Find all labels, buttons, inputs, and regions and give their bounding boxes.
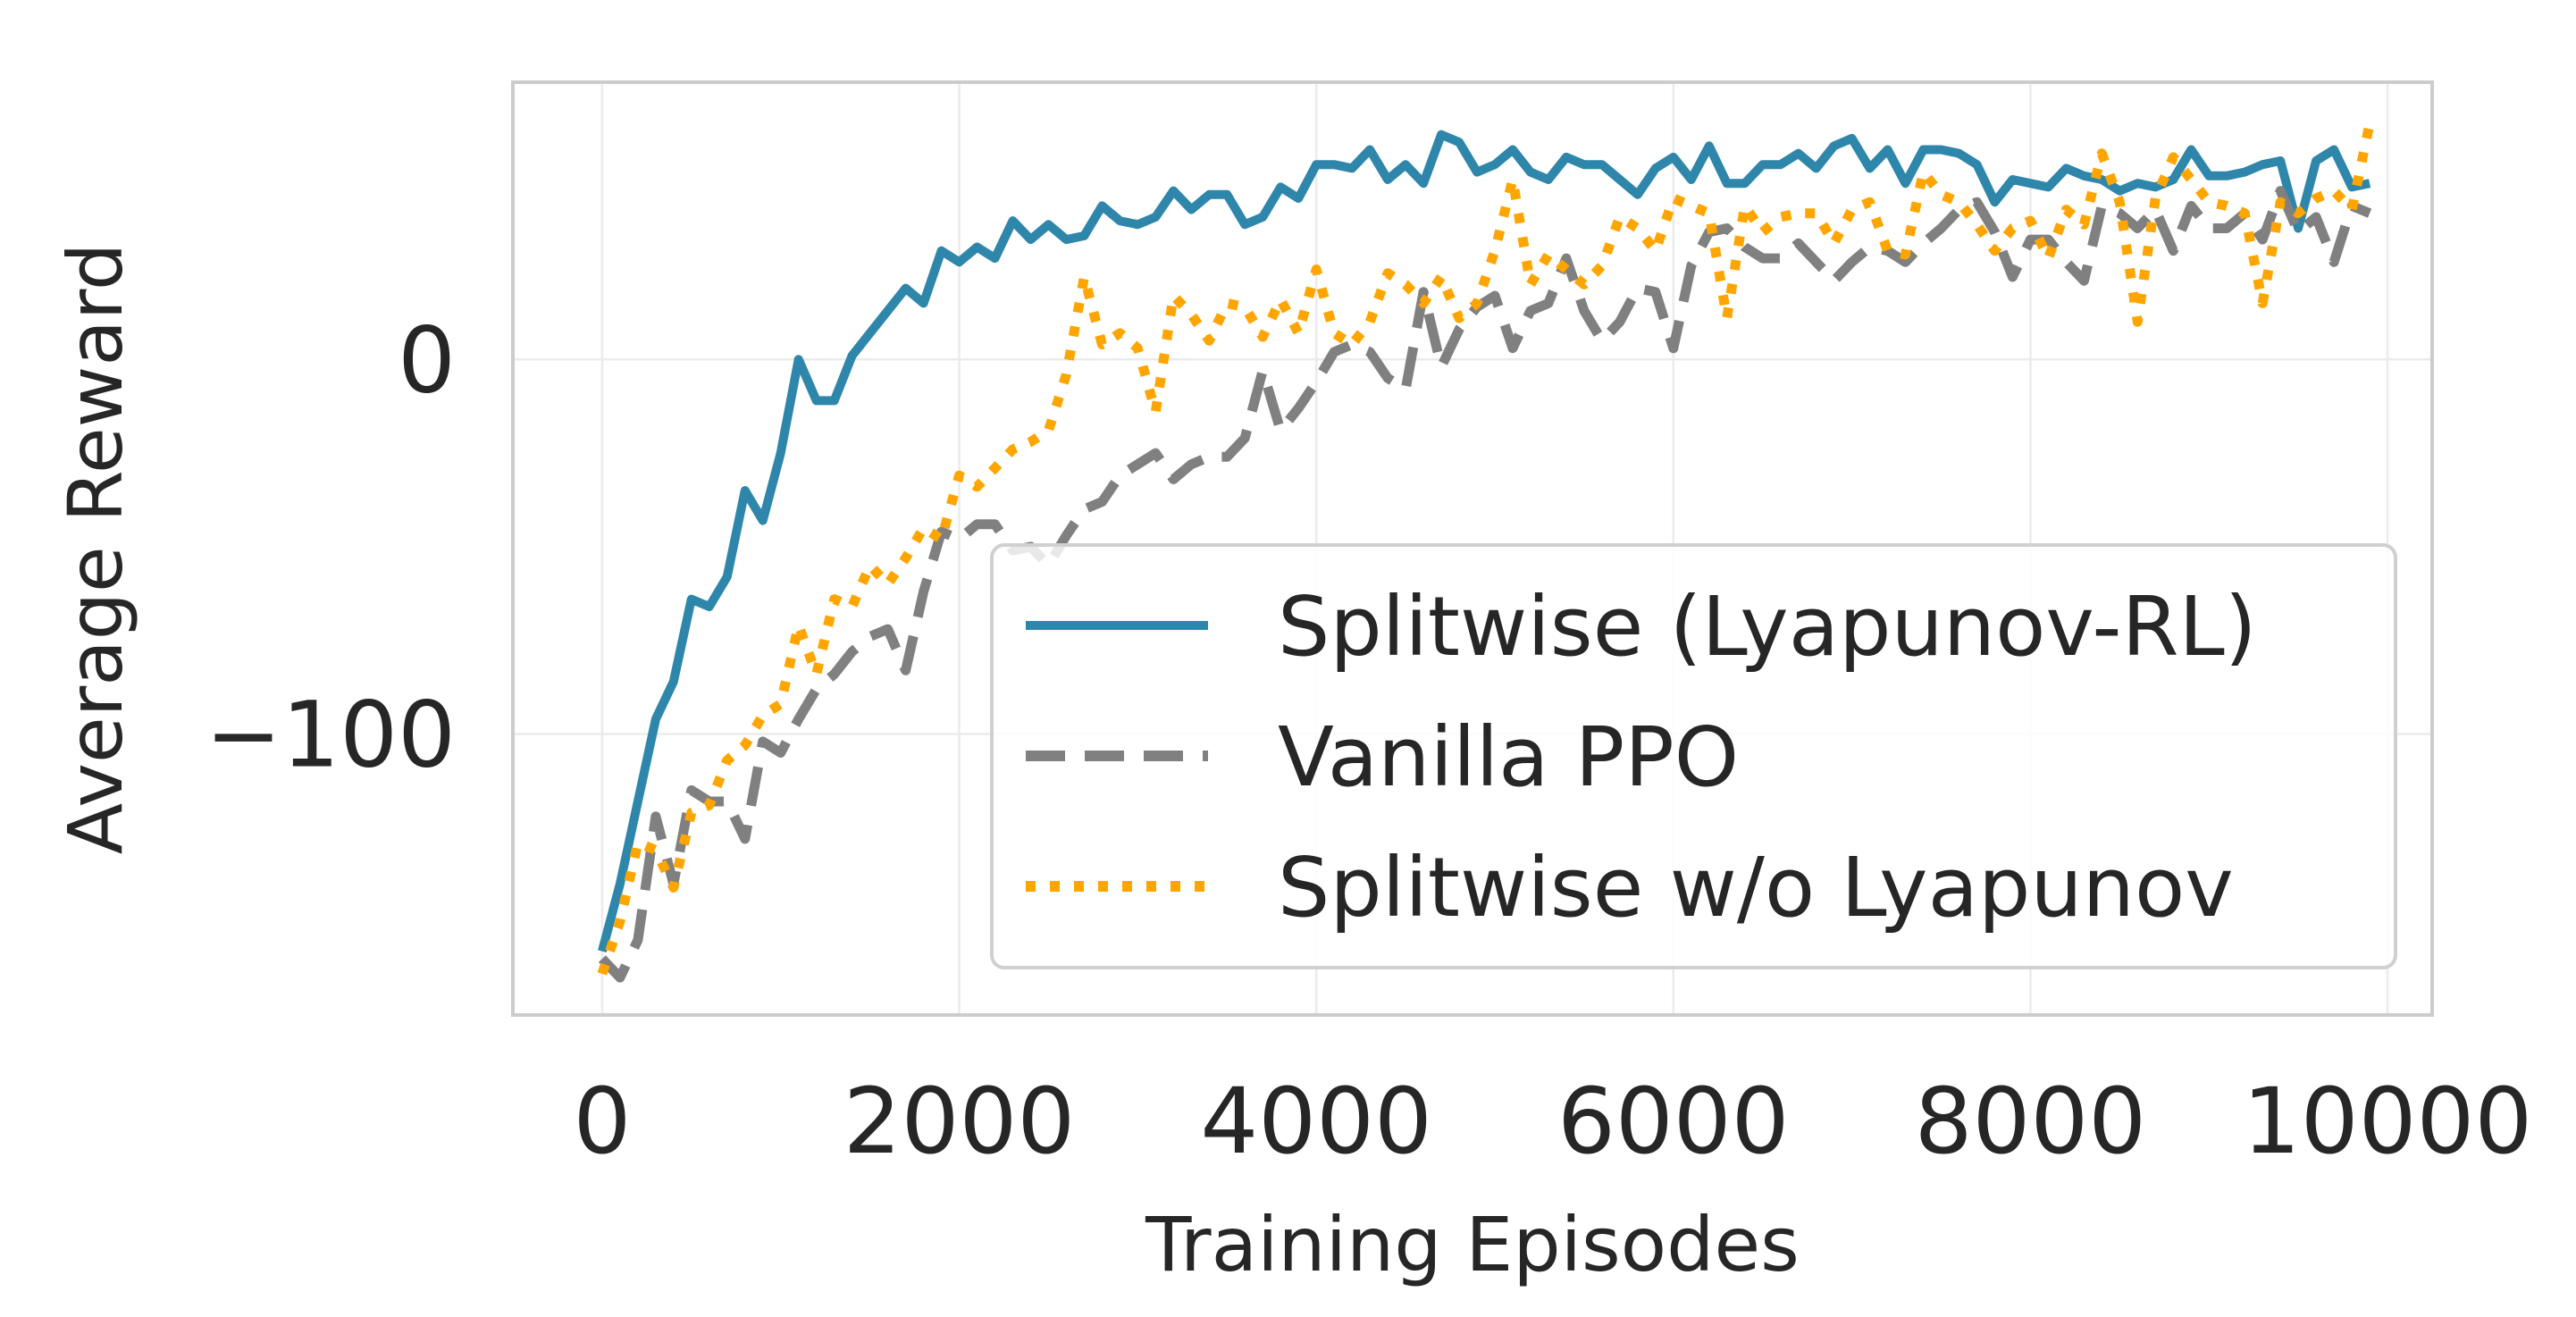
x-tick-label: 8000 bbox=[1915, 1069, 2147, 1175]
series-line bbox=[598, 186, 2372, 983]
series-lines bbox=[597, 122, 2375, 983]
series-line bbox=[597, 122, 2375, 976]
tick-labels: 0 2000 4000 6000 8000 10000 0 −100 bbox=[206, 307, 2532, 1175]
y-axis-title: Average Reward bbox=[52, 243, 139, 854]
legend-label: Splitwise w/o Lyapunov bbox=[1278, 840, 2234, 935]
x-tick-label: 10000 bbox=[2243, 1069, 2532, 1175]
y-tick-label: −100 bbox=[206, 683, 456, 789]
legend: Splitwise (Lyapunov-RL) Vanilla PPO Splitw… bbox=[990, 543, 2397, 969]
x-tick-label: 4000 bbox=[1200, 1069, 1432, 1175]
legend-box bbox=[990, 543, 2397, 969]
y-tick-label: 0 bbox=[398, 307, 456, 414]
legend-label: Vanilla PPO bbox=[1278, 709, 1739, 805]
series-line bbox=[598, 130, 2371, 952]
x-axis-title: Training Episodes bbox=[1145, 1201, 1800, 1288]
x-tick-label: 6000 bbox=[1557, 1069, 1790, 1175]
plot-frame bbox=[511, 80, 2434, 1017]
x-tick-label: 0 bbox=[573, 1069, 631, 1175]
x-tick-label: 2000 bbox=[843, 1069, 1076, 1175]
legend-label: Splitwise (Lyapunov-RL) bbox=[1278, 579, 2257, 675]
